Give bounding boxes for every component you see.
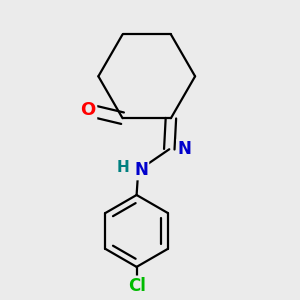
Text: H: H [116, 160, 129, 175]
Text: O: O [81, 101, 96, 119]
Text: N: N [178, 140, 191, 158]
Text: N: N [135, 161, 148, 179]
Text: Cl: Cl [128, 277, 146, 295]
